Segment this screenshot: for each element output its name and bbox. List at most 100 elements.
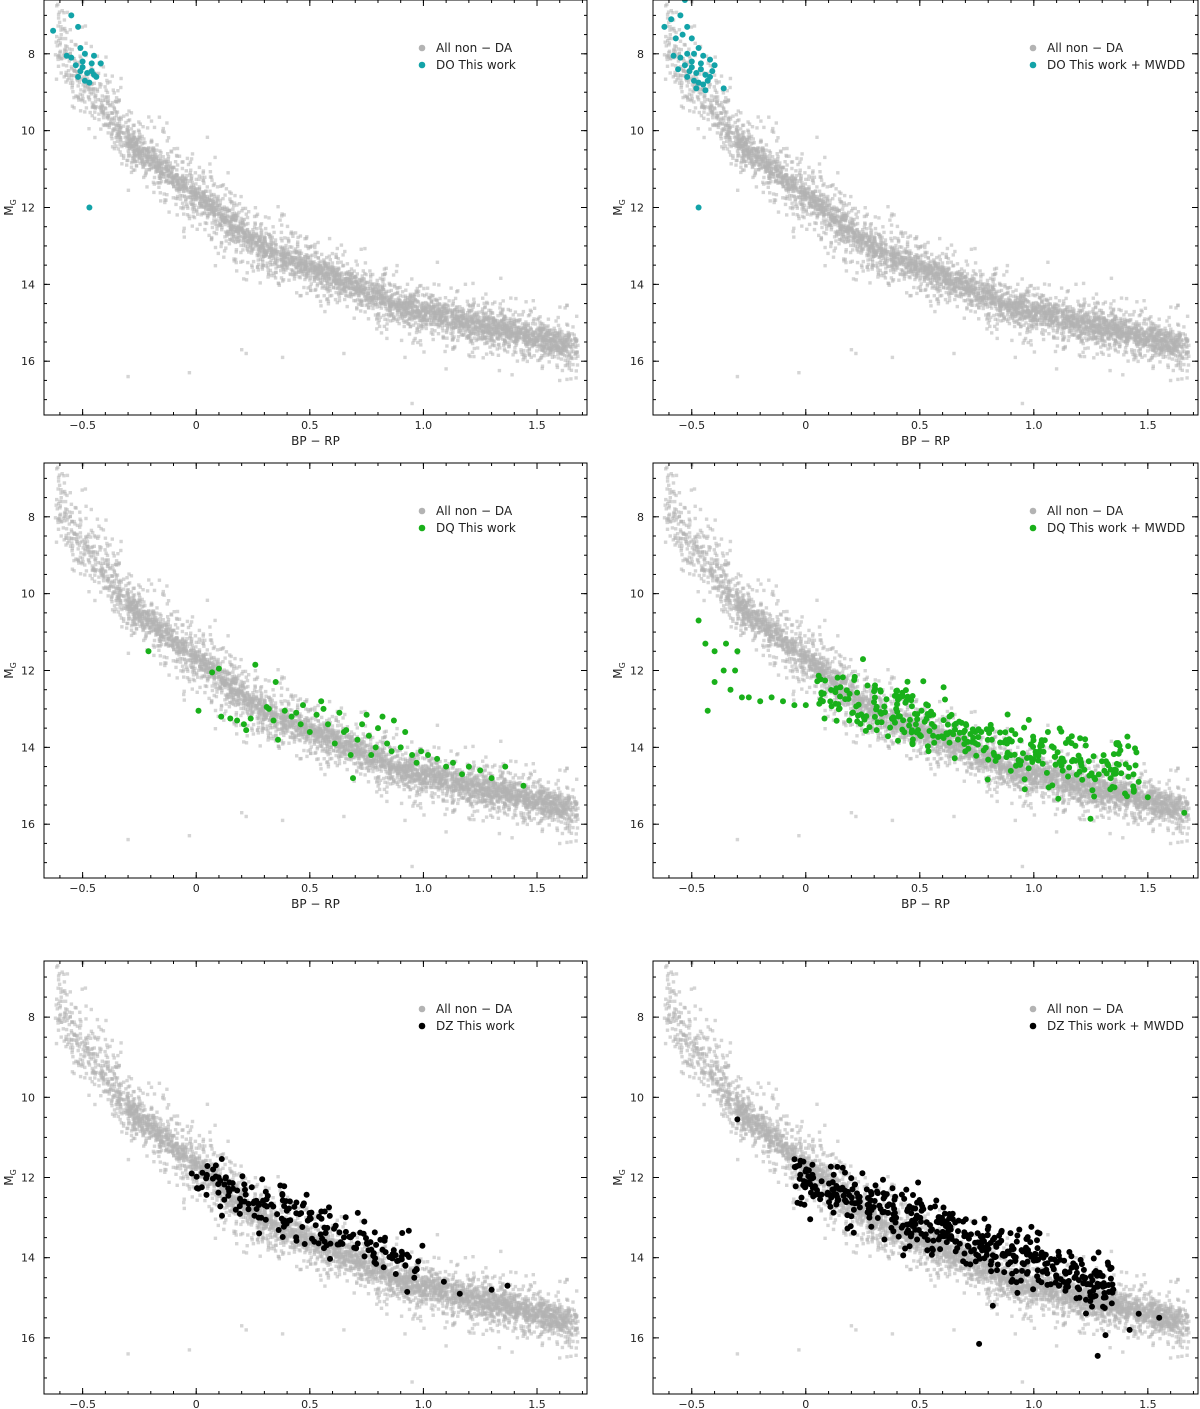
background-point xyxy=(478,315,482,320)
background-point xyxy=(571,349,575,353)
background-point xyxy=(182,226,186,230)
background-point xyxy=(306,261,310,265)
background-point xyxy=(883,238,888,242)
background-point xyxy=(452,316,457,320)
background-point xyxy=(389,319,393,323)
background-point xyxy=(88,72,93,76)
background-point xyxy=(64,64,69,68)
background-point xyxy=(866,258,870,262)
background-point xyxy=(529,327,533,332)
background-point xyxy=(132,151,136,155)
background-point xyxy=(482,301,486,306)
background-point xyxy=(285,247,290,251)
background-point xyxy=(308,245,312,249)
background-point xyxy=(427,307,431,311)
background-point xyxy=(355,298,360,302)
background-point xyxy=(690,93,694,98)
background-point xyxy=(204,203,208,208)
background-point xyxy=(558,350,563,355)
background-point xyxy=(502,339,507,343)
background-point xyxy=(368,279,373,283)
background-point xyxy=(211,210,215,214)
background-point xyxy=(222,249,227,253)
background-point xyxy=(138,149,143,154)
background-point xyxy=(971,269,976,273)
background-point xyxy=(381,280,385,284)
background-point xyxy=(493,322,497,326)
background-point xyxy=(117,133,121,138)
background-point xyxy=(485,301,490,306)
background-point xyxy=(330,251,335,256)
background-point xyxy=(152,182,156,186)
background-point xyxy=(241,248,245,252)
background-point xyxy=(438,317,442,321)
background-point xyxy=(343,297,347,302)
background-point xyxy=(61,53,65,57)
background-point xyxy=(482,324,486,328)
background-point xyxy=(56,24,60,28)
background-point xyxy=(156,158,161,163)
background-point xyxy=(326,302,331,306)
background-point xyxy=(347,294,351,299)
background-point xyxy=(416,289,421,294)
background-point xyxy=(559,336,563,340)
background-point xyxy=(138,161,142,165)
background-point xyxy=(399,304,403,308)
background-point xyxy=(142,150,146,154)
background-point xyxy=(516,325,520,330)
background-point xyxy=(350,271,354,275)
background-point xyxy=(223,235,227,239)
background-point xyxy=(541,322,545,326)
background-point xyxy=(372,289,376,294)
background-point xyxy=(118,129,122,133)
background-point xyxy=(180,174,185,179)
background-point xyxy=(240,259,245,263)
background-point xyxy=(181,189,186,194)
background-point xyxy=(231,234,236,238)
background-point xyxy=(78,77,83,82)
background-point xyxy=(130,156,135,160)
background-point xyxy=(303,257,307,262)
background-point xyxy=(408,294,412,298)
background-point xyxy=(118,143,122,147)
background-point xyxy=(61,27,65,31)
background-point xyxy=(431,293,435,298)
background-point xyxy=(55,44,59,48)
background-point xyxy=(150,139,154,144)
background-point xyxy=(288,245,292,249)
background-point xyxy=(811,181,816,185)
background-point xyxy=(378,304,382,308)
background-point xyxy=(280,355,285,360)
background-point xyxy=(191,203,195,208)
background-point xyxy=(876,268,880,272)
background-point xyxy=(490,352,495,356)
background-point xyxy=(513,339,517,344)
background-point xyxy=(340,275,344,279)
background-point xyxy=(850,209,854,213)
background-point xyxy=(136,149,141,153)
background-point xyxy=(466,311,470,315)
background-point xyxy=(204,221,209,226)
background-point xyxy=(229,232,233,236)
background-point xyxy=(231,232,236,237)
background-point xyxy=(154,152,158,157)
background-point xyxy=(307,269,311,273)
background-point xyxy=(286,251,290,255)
background-point xyxy=(419,343,423,347)
background-point xyxy=(473,315,477,320)
background-point xyxy=(346,286,350,290)
background-point xyxy=(243,206,248,211)
background-point xyxy=(353,293,357,297)
background-point xyxy=(133,168,137,172)
background-point xyxy=(1088,310,1092,314)
background-point xyxy=(349,295,353,299)
background-point xyxy=(152,155,157,159)
background-point xyxy=(186,188,190,192)
background-point xyxy=(320,271,324,275)
background-point xyxy=(72,68,77,72)
background-point xyxy=(231,225,236,230)
background-point xyxy=(261,252,266,256)
background-point xyxy=(138,136,143,140)
background-point xyxy=(107,123,112,127)
background-point xyxy=(538,323,542,328)
